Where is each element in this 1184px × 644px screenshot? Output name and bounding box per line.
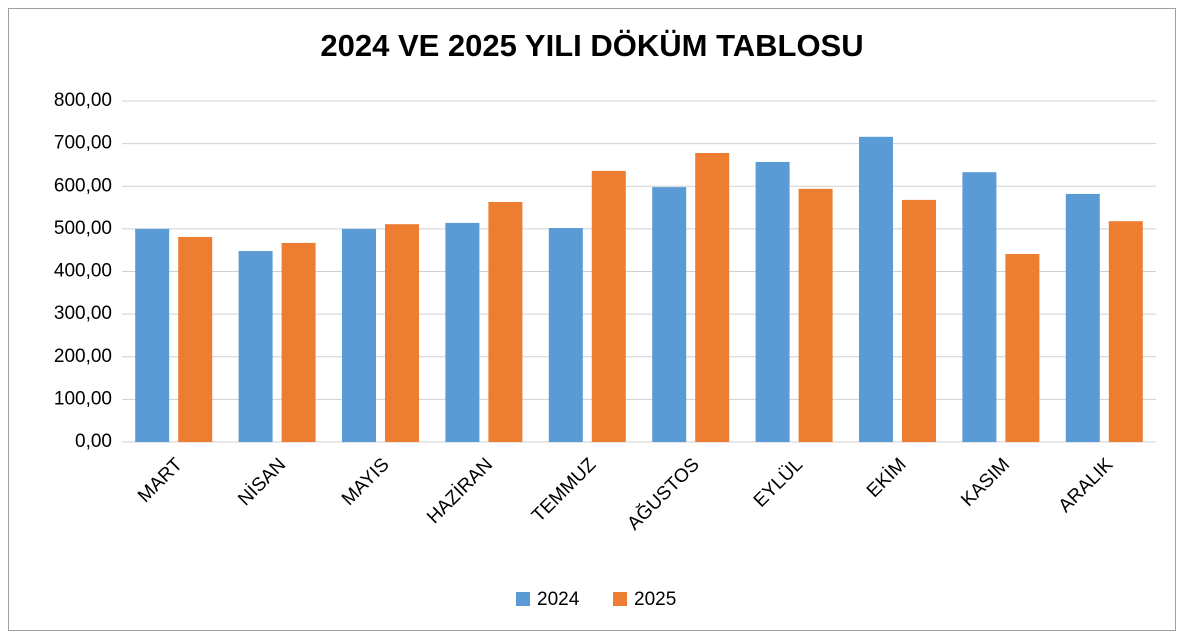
legend-label: 2024 xyxy=(537,589,580,610)
bar xyxy=(859,136,893,442)
bar xyxy=(798,188,833,442)
y-tick-label: 700,00 xyxy=(54,133,112,154)
bar xyxy=(652,187,687,442)
bar xyxy=(755,161,790,443)
bar xyxy=(1065,193,1100,442)
legend-label: 2025 xyxy=(634,589,676,610)
bar xyxy=(178,236,213,442)
bar xyxy=(591,170,626,442)
legend-swatch xyxy=(613,592,627,606)
bar xyxy=(342,228,376,442)
legend-swatch xyxy=(516,592,530,606)
bar xyxy=(1005,254,1040,442)
bar xyxy=(385,224,419,442)
y-tick-label: 0,00 xyxy=(75,431,112,452)
bar xyxy=(445,222,480,442)
bar xyxy=(962,172,997,442)
y-tick-label: 500,00 xyxy=(54,218,112,239)
bar xyxy=(488,202,523,442)
bar xyxy=(902,199,936,442)
bar xyxy=(548,228,583,442)
y-tick-label: 400,00 xyxy=(54,261,112,282)
bar xyxy=(695,153,730,442)
bar xyxy=(135,228,170,442)
bar xyxy=(238,251,273,442)
bar xyxy=(1108,221,1143,442)
bar xyxy=(281,242,316,442)
y-tick-label: 200,00 xyxy=(54,346,112,367)
y-tick-label: 100,00 xyxy=(54,388,112,409)
y-tick-label: 600,00 xyxy=(54,175,112,196)
chart-title: 2024 VE 2025 YILI DÖKÜM TABLOSU xyxy=(320,28,863,63)
y-tick-label: 300,00 xyxy=(54,303,112,324)
y-tick-label: 800,00 xyxy=(54,90,112,111)
